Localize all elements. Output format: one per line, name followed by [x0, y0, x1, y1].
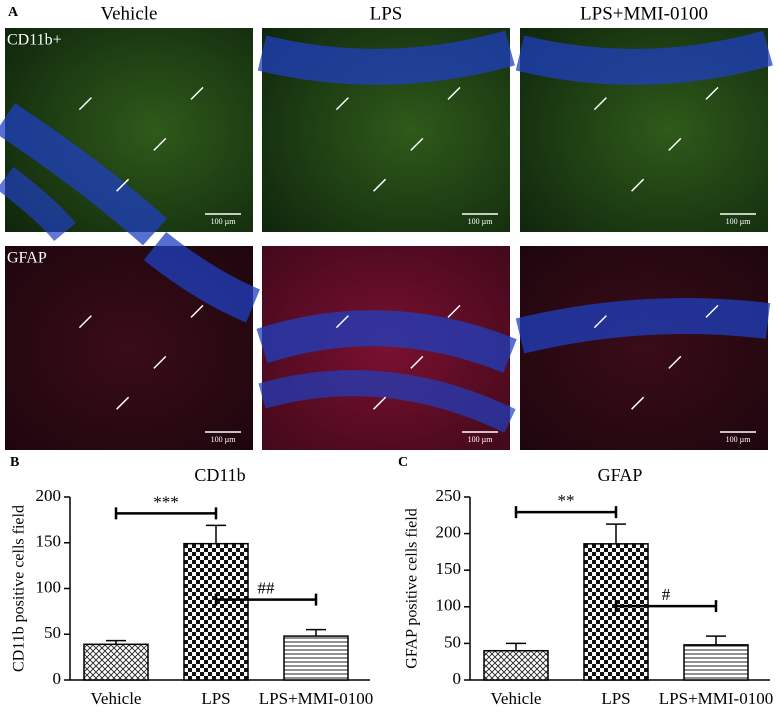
significance-label: ** — [558, 491, 575, 510]
y-tick-label: 200 — [36, 486, 62, 505]
error-bar — [606, 523, 626, 544]
arrow — [631, 396, 645, 410]
arrow — [153, 137, 167, 151]
arrow — [78, 315, 92, 329]
y-tick-label: 150 — [436, 559, 462, 578]
arrow — [705, 304, 719, 318]
scale-bar-label: 100 µm — [468, 217, 494, 226]
arrow — [593, 97, 607, 111]
bar — [683, 644, 749, 681]
scale-bar-label: 100 µm — [211, 435, 237, 444]
significance-bracket — [614, 600, 718, 613]
cell-layer — [143, 231, 261, 323]
x-tick-label: LPS — [201, 689, 230, 708]
error-bar — [106, 639, 126, 645]
arrow — [447, 304, 461, 318]
arrow — [447, 86, 461, 100]
x-tick-label: LPS+MMI-0100 — [259, 689, 373, 708]
micrograph — [520, 246, 768, 450]
row-label: GFAP — [7, 250, 47, 267]
y-tick-label: 50 — [44, 623, 61, 642]
arrow — [593, 315, 607, 329]
y-tick-label: 50 — [444, 632, 461, 651]
error-bar — [706, 635, 726, 645]
y-tick-label: 100 — [436, 596, 462, 615]
arrow — [190, 304, 204, 318]
scale-bar-label: 100 µm — [726, 435, 752, 444]
error-bar — [306, 628, 326, 637]
arrow — [116, 396, 130, 410]
column-title: LPS+MMI-0100 — [580, 3, 708, 24]
y-axis-label: GFAP positive cells field — [404, 508, 421, 668]
column-title: Vehicle — [101, 3, 158, 24]
arrow — [631, 178, 645, 192]
panel-letter: A — [8, 5, 19, 20]
cell-layer — [256, 310, 517, 373]
significance-bracket — [214, 593, 318, 606]
y-tick-label: 250 — [436, 486, 462, 505]
cell-layer — [257, 30, 515, 85]
y-tick-label: 200 — [436, 523, 462, 542]
bar — [83, 643, 149, 681]
panel-letter: B — [10, 455, 19, 470]
arrow — [78, 97, 92, 111]
cell-layer — [515, 298, 771, 354]
arrow — [335, 315, 349, 329]
cell-layer — [258, 370, 516, 433]
arrow — [373, 178, 387, 192]
bar — [483, 649, 549, 681]
significance-label: # — [662, 585, 671, 604]
error-bar — [206, 524, 226, 544]
y-tick-label: 100 — [36, 577, 62, 596]
chart-title: CD11b — [194, 465, 245, 485]
error-bar — [506, 642, 526, 651]
arrow — [410, 137, 424, 151]
scale-bar-label: 100 µm — [726, 217, 752, 226]
cell-layer — [0, 103, 168, 246]
row-label: CD11b+ — [7, 32, 62, 49]
significance-label: ## — [258, 579, 276, 598]
x-tick-label: LPS+MMI-0100 — [659, 689, 773, 708]
arrow — [668, 137, 682, 151]
significance-bracket — [114, 507, 218, 520]
column-title: LPS — [370, 3, 403, 24]
arrow — [373, 396, 387, 410]
y-tick-label: 0 — [453, 669, 462, 688]
x-tick-label: Vehicle — [91, 689, 142, 708]
scale-bar-label: 100 µm — [211, 217, 237, 226]
y-axis-label: CD11b positive cells field — [11, 505, 28, 672]
cell-layer — [0, 166, 76, 242]
chart-title: GFAP — [598, 465, 643, 485]
significance-bracket — [514, 506, 618, 519]
x-tick-label: Vehicle — [491, 689, 542, 708]
cell-layer — [515, 30, 773, 85]
arrow — [190, 86, 204, 100]
arrow — [153, 355, 167, 369]
panel-letter: C — [398, 455, 408, 470]
y-tick-label: 150 — [36, 532, 62, 551]
arrow — [705, 86, 719, 100]
arrow — [116, 178, 130, 192]
arrow — [668, 355, 682, 369]
scale-bar-label: 100 µm — [468, 435, 494, 444]
significance-label: *** — [153, 492, 179, 511]
arrow — [410, 355, 424, 369]
bar — [283, 635, 349, 681]
x-tick-label: LPS — [601, 689, 630, 708]
bar — [183, 542, 249, 681]
y-tick-label: 0 — [53, 669, 62, 688]
arrow — [335, 97, 349, 111]
